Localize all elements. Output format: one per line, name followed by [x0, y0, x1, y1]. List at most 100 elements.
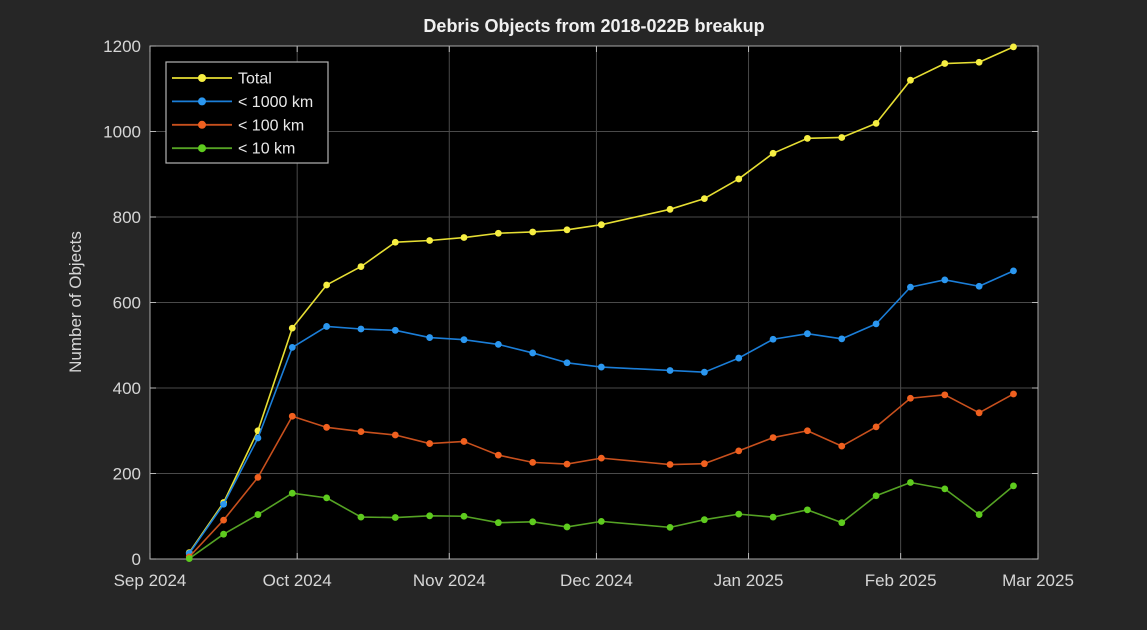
series-marker-3 [769, 434, 777, 441]
series-marker-4 [1010, 482, 1017, 490]
series-marker-4 [700, 516, 708, 524]
x-tick-label: Sep 2024 [114, 571, 187, 590]
legend-label: < 10 km [238, 141, 295, 158]
series-marker-4 [460, 512, 468, 520]
series-marker-2 [872, 320, 880, 328]
series-marker-1 [1010, 43, 1017, 51]
series-marker-1 [975, 58, 983, 66]
series-marker-2 [975, 282, 983, 290]
series-marker-3 [597, 454, 605, 462]
series-marker-1 [666, 205, 674, 213]
series-marker-1 [907, 76, 914, 84]
x-tick-label: Jan 2025 [714, 571, 784, 590]
x-tick-label: Mar 2025 [1002, 571, 1074, 590]
x-tick-label: Nov 2024 [413, 571, 486, 590]
legend-label: < 1000 km [238, 94, 313, 111]
y-tick-label: 600 [113, 294, 141, 313]
series-marker-3 [288, 412, 296, 420]
series-line-4 [188, 481, 1014, 560]
series-marker-1 [872, 119, 880, 127]
series-marker-3 [460, 438, 468, 445]
series-marker-2 [1010, 267, 1017, 275]
series-marker-4 [769, 513, 777, 521]
series-marker-1 [563, 226, 571, 234]
series-marker-2 [597, 363, 605, 371]
series-marker-1 [426, 237, 434, 244]
series-marker-3 [804, 427, 811, 435]
series-marker-2 [391, 326, 399, 334]
series-marker-3 [700, 460, 708, 468]
series-marker-1 [529, 228, 537, 236]
series-marker-3 [872, 423, 880, 431]
series-marker-2 [288, 343, 296, 351]
series-marker-2 [941, 276, 949, 284]
legend-marker-sample [198, 144, 206, 153]
x-tick-label: Oct 2024 [263, 571, 332, 590]
x-tick-label: Feb 2025 [865, 571, 937, 590]
series-marker-1 [838, 134, 846, 141]
y-tick-label: 400 [113, 379, 141, 398]
series-marker-1 [804, 134, 811, 142]
legend-label: < 100 km [238, 117, 304, 134]
series-marker-4 [872, 492, 880, 500]
series-marker-4 [288, 489, 296, 497]
y-tick-label: 1000 [103, 123, 141, 142]
series-marker-2 [769, 335, 777, 343]
series-marker-1 [769, 149, 777, 157]
series-marker-3 [563, 460, 571, 468]
y-tick-label: 1200 [103, 37, 141, 56]
series-marker-3 [254, 473, 262, 481]
x-tick-label: Dec 2024 [560, 571, 633, 590]
series-marker-3 [907, 394, 914, 402]
legend-marker-sample [198, 97, 206, 106]
series-marker-4 [254, 511, 262, 518]
series-marker-4 [391, 514, 399, 521]
series-marker-4 [426, 512, 434, 520]
series-marker-1 [735, 175, 743, 183]
series-marker-3 [941, 391, 949, 399]
series-marker-3 [529, 458, 537, 466]
series-marker-4 [975, 511, 983, 518]
series-marker-4 [323, 494, 331, 502]
series-marker-2 [494, 340, 502, 348]
legend-marker-sample [198, 120, 206, 129]
y-tick-label: 800 [113, 208, 141, 227]
y-tick-label: 0 [132, 550, 141, 569]
series-marker-4 [185, 555, 193, 562]
series-marker-2 [666, 367, 674, 374]
series-marker-4 [597, 517, 605, 525]
series-marker-3 [838, 442, 846, 450]
series-marker-3 [426, 440, 434, 447]
series-marker-2 [563, 359, 571, 367]
y-tick-label: 200 [113, 465, 141, 484]
series-marker-3 [494, 451, 502, 459]
series-marker-1 [391, 238, 399, 246]
series-marker-2 [529, 349, 537, 357]
series-marker-4 [494, 519, 502, 527]
series-marker-4 [735, 510, 743, 518]
series-marker-1 [941, 60, 949, 67]
y-axis-title: Number of Objects [66, 231, 85, 373]
series-marker-3 [1010, 390, 1017, 398]
series-marker-2 [220, 500, 227, 508]
series-line-2 [188, 270, 1014, 554]
series-marker-4 [220, 530, 227, 538]
series-marker-2 [804, 330, 811, 338]
series-marker-2 [460, 336, 468, 344]
series-marker-4 [838, 519, 846, 527]
series-marker-4 [563, 523, 571, 531]
series-marker-1 [357, 263, 365, 270]
legend-label: Total [238, 71, 272, 88]
series-marker-3 [323, 423, 331, 431]
series-marker-3 [735, 447, 743, 455]
series-marker-3 [975, 409, 983, 417]
series-line-3 [188, 393, 1014, 558]
series-marker-2 [357, 325, 365, 333]
series-marker-2 [700, 368, 708, 376]
series-marker-2 [426, 334, 434, 341]
series-marker-4 [941, 485, 949, 493]
series-marker-1 [323, 281, 331, 289]
series-marker-1 [597, 221, 605, 229]
